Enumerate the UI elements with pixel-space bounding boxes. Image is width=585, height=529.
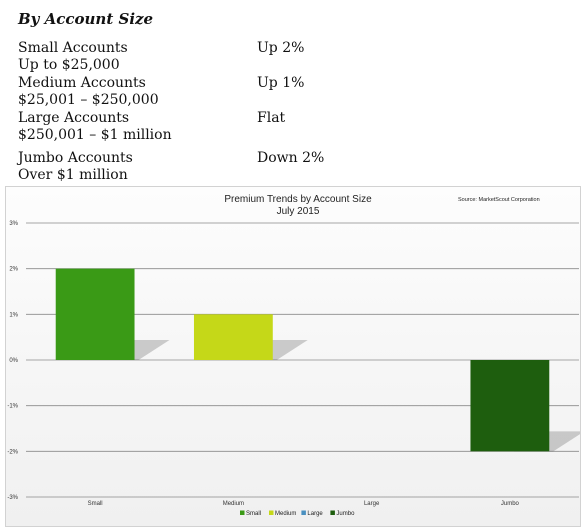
section-heading: By Account Size	[18, 10, 154, 28]
account-trend: Flat	[257, 110, 286, 126]
y-tick-label: 2%	[9, 267, 18, 273]
account-row-small: Small Accounts Up to $25,000 Up 2%	[18, 40, 578, 74]
x-tick-label: Large	[364, 501, 380, 507]
x-tick-label: Small	[88, 501, 103, 507]
bar-small	[55, 268, 135, 360]
y-tick-label: 3%	[9, 221, 18, 227]
premium-trends-chart: Premium Trends by Account Size July 2015…	[7, 194, 580, 517]
legend-swatch	[269, 510, 274, 515]
y-tick-label: -3%	[7, 495, 18, 501]
legend-entry: Small	[246, 511, 261, 517]
plot-area: 3%2%1%0%-1%-2%-3%Small Medium Large JumboSm…	[7, 221, 580, 517]
account-range: $250,001 – $1 million	[18, 127, 172, 143]
account-name: Jumbo Accounts	[18, 150, 133, 166]
y-tick-label: -2%	[7, 449, 18, 455]
y-tick-label: 1%	[9, 312, 18, 318]
x-tick-label: Medium	[223, 501, 244, 507]
x-tick-label: Jumbo	[501, 501, 520, 507]
account-row-jumbo: Jumbo Accounts Over $1 million Down 2%	[18, 150, 578, 184]
account-row-large: Large Accounts $250,001 – $1 million Fla…	[18, 110, 578, 144]
account-name: Medium Accounts	[18, 75, 146, 91]
chart-title: Premium Trends by Account Size	[224, 194, 372, 205]
account-row-medium: Medium Accounts $25,001 – $250,000 Up 1%	[18, 75, 578, 109]
account-trend: Down 2%	[257, 150, 325, 166]
legend-swatch	[301, 510, 306, 515]
y-tick-label: -1%	[7, 404, 18, 410]
y-tick-label: 0%	[9, 358, 18, 364]
chart-source: Source: MarketScout Corporation	[458, 197, 540, 203]
legend-entry: Medium	[275, 511, 296, 517]
account-name: Small Accounts	[18, 40, 128, 56]
account-name: Large Accounts	[18, 110, 130, 126]
legend-entry: Large	[307, 511, 323, 517]
legend-swatch	[330, 510, 335, 515]
legend-entry: Jumbo	[336, 511, 355, 517]
account-range: Over $1 million	[18, 167, 128, 183]
chart-frame: Premium Trends by Account Size July 2015…	[5, 186, 581, 527]
bar-medium	[193, 314, 273, 360]
bar-jumbo	[470, 360, 550, 452]
legend-swatch	[240, 510, 245, 515]
chart-subtitle: July 2015	[277, 206, 320, 217]
account-range: $25,001 – $250,000	[18, 92, 159, 108]
account-trend: Up 2%	[257, 40, 305, 56]
account-trend: Up 1%	[257, 75, 305, 91]
account-range: Up to $25,000	[18, 57, 120, 73]
